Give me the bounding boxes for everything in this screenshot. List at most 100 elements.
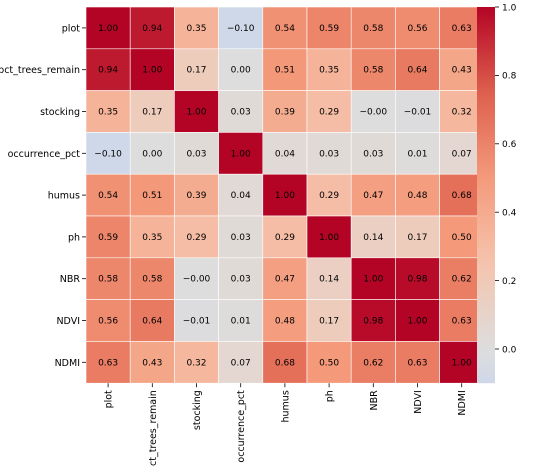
heatmap-cell	[262, 215, 308, 259]
cell-value-label: 0.51	[142, 191, 162, 201]
cell-value-label: 1.00	[98, 24, 118, 34]
cell-value-label: 0.98	[363, 317, 383, 327]
cell-value-label: 0.14	[319, 275, 339, 285]
heatmap-cell	[174, 48, 219, 91]
heatmap-cell	[174, 6, 219, 50]
cell-value-label: 0.32	[186, 358, 206, 368]
cell-value-label: 0.50	[319, 358, 339, 368]
heatmap-cell	[174, 341, 219, 384]
cell-value-label: −0.00	[360, 108, 388, 118]
cell-value-label: 0.35	[319, 66, 339, 76]
cell-value-label: 0.39	[186, 191, 206, 201]
heatmap-cell	[218, 299, 264, 342]
heatmap-cell	[85, 299, 131, 342]
x-tick-label: stocking	[192, 390, 203, 430]
cell-value-label: 0.68	[275, 358, 295, 368]
heatmap-cell	[85, 215, 131, 259]
heatmap-cell	[350, 90, 396, 133]
x-tick-label: NDVI	[413, 390, 424, 414]
cell-value-label: 0.17	[142, 108, 162, 118]
cell-value-label: 0.03	[231, 108, 251, 118]
colorbar-tick-label: 0.6	[502, 140, 517, 150]
cell-value-label: 0.64	[142, 317, 162, 327]
colorbar: 0.0 0.2 0.4 0.6 0.8 1.0	[477, 3, 517, 384]
cell-value-label: −0.10	[227, 24, 255, 34]
cell-value-label: 0.03	[319, 149, 339, 159]
heatmap-cell	[85, 173, 131, 217]
heatmap-cell	[350, 173, 396, 217]
y-tick-label: NDMI	[55, 358, 80, 369]
heatmap-cell	[306, 215, 352, 259]
y-tick-label: stocking	[40, 107, 80, 118]
y-tick-label: ph	[68, 232, 80, 243]
cell-value-label: 0.51	[275, 66, 295, 76]
cell-value-label: 0.50	[452, 233, 472, 243]
heatmap-cell	[85, 257, 131, 300]
cell-value-label: 0.43	[452, 66, 472, 76]
heatmap-cell	[306, 6, 352, 50]
heatmap-cell	[129, 257, 175, 300]
cell-value-label: 0.39	[275, 108, 295, 118]
cell-value-label: 0.35	[142, 233, 162, 243]
cell-value-label: 0.63	[407, 358, 427, 368]
y-tick-label: humus	[48, 191, 80, 202]
cell-value-label: 0.68	[452, 191, 472, 201]
cell-value-label: 1.00	[275, 191, 295, 201]
heatmap-cell	[262, 257, 308, 300]
cell-value-label: −0.10	[94, 149, 122, 159]
cell-value-label: 0.59	[319, 24, 339, 34]
heatmap-cell	[174, 173, 219, 217]
y-tick-label: NDVI	[56, 316, 80, 327]
heatmap-cell	[218, 341, 264, 384]
heatmap-cell	[85, 48, 131, 91]
colorbar-tick-label: 0.8	[502, 72, 517, 82]
cell-value-label: 0.17	[186, 66, 206, 76]
x-tick-label: plot	[104, 390, 115, 408]
heatmap-cell	[85, 6, 131, 50]
heatmap-cell	[439, 341, 485, 384]
cell-value-label: 0.56	[407, 24, 427, 34]
cell-value-label: 0.03	[186, 149, 206, 159]
heatmap-cell	[129, 341, 175, 384]
cell-value-label: 0.58	[363, 66, 383, 76]
heatmap-cell	[85, 90, 131, 133]
cell-value-label: 1.00	[231, 149, 251, 159]
heatmap-cell	[129, 215, 175, 259]
heatmap-cell	[395, 132, 440, 175]
cell-value-label: 1.00	[363, 275, 383, 285]
colorbar-tick-label: 0.2	[502, 277, 516, 287]
cell-value-label: 0.07	[452, 149, 472, 159]
cell-value-label: 1.00	[142, 66, 162, 76]
y-axis-tick-labels: plot pct_trees_remain stocking occurrence_p…	[0, 23, 86, 369]
heatmap-cell	[262, 299, 308, 342]
cell-value-label: 0.54	[98, 191, 118, 201]
heatmap-cell	[129, 90, 175, 133]
heatmap-cell	[262, 341, 308, 384]
heatmap-cell	[85, 132, 131, 175]
heatmap-cell	[439, 299, 485, 342]
colorbar-gradient	[477, 7, 495, 384]
cell-value-label: 0.47	[363, 191, 383, 201]
heatmap-cell	[174, 215, 219, 259]
cell-value-label: 0.07	[231, 358, 251, 368]
colorbar-tick-label: 0.0	[502, 345, 517, 355]
cell-value-label: 0.94	[142, 24, 162, 34]
cell-value-label: 1.00	[319, 233, 339, 243]
cell-value-label: 0.47	[275, 275, 295, 285]
heatmap-cell	[262, 90, 308, 133]
heatmap-cell	[395, 6, 440, 50]
colorbar-tick-label: 0.4	[502, 209, 517, 219]
cell-value-label: 0.00	[142, 149, 162, 159]
heatmap-cell	[350, 257, 396, 300]
heatmap-cell	[395, 215, 440, 259]
cell-value-label: 0.00	[231, 66, 251, 76]
cell-value-label: 0.62	[452, 275, 472, 285]
heatmap-cell	[174, 299, 219, 342]
x-tick-label: ph	[325, 390, 336, 402]
heatmap-cell	[439, 132, 485, 175]
heatmap-cell	[439, 173, 485, 217]
heatmap-cell	[306, 341, 352, 384]
cell-value-label: 0.01	[407, 149, 427, 159]
cell-value-label: 0.29	[319, 108, 339, 118]
heatmap-cell	[218, 90, 264, 133]
